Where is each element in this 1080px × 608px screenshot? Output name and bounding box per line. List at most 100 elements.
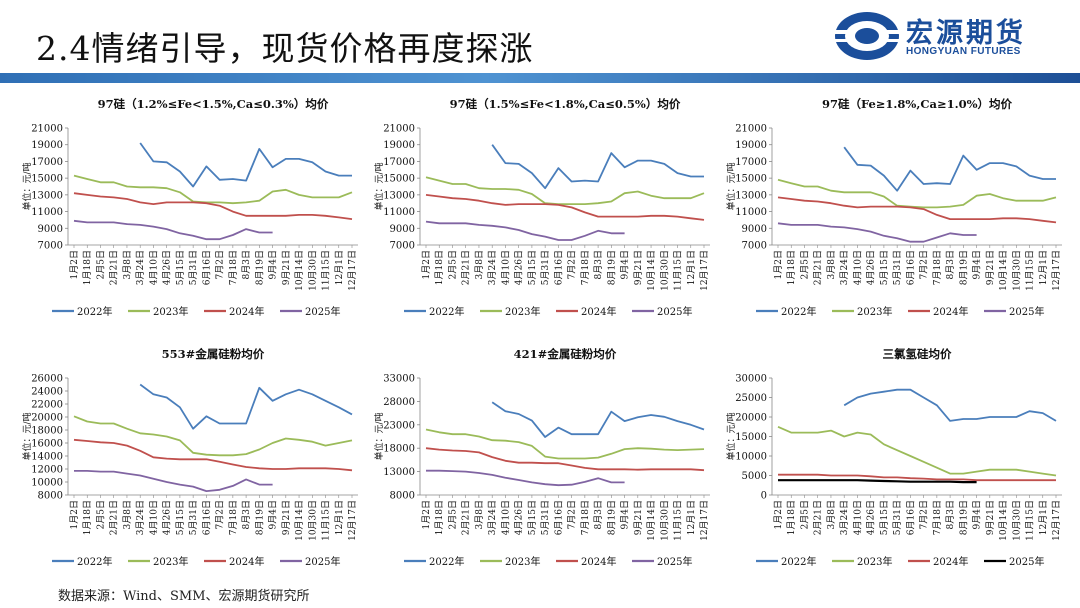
x-tick-label: 2月5日 — [95, 500, 106, 529]
x-tick-label: 7月2日 — [919, 500, 930, 529]
x-tick-label: 3月24日 — [839, 250, 850, 285]
y-tick-label: 21000 — [31, 124, 63, 135]
legend-label: 2025年 — [305, 555, 340, 568]
x-tick-label: 2月5日 — [447, 500, 458, 529]
legend-label: 2022年 — [781, 555, 816, 568]
y-axis-label: 单位：元/吨 — [725, 412, 737, 460]
x-tick-label: 9月21日 — [985, 250, 996, 285]
x-tick-label: 5月31日 — [540, 500, 551, 535]
y-axis-label: 单位：元/吨 — [21, 162, 33, 210]
x-tick-label: 1月2日 — [69, 250, 80, 279]
x-tick-label: 4月26日 — [514, 250, 525, 285]
x-tick-label: 4月26日 — [162, 500, 173, 535]
x-tick-label: 8月3日 — [945, 500, 956, 529]
y-tick-label: 7000 — [38, 241, 63, 252]
x-tick-label: 1月2日 — [773, 250, 784, 279]
x-tick-label: 5月31日 — [892, 500, 903, 535]
chart-97si-c: 97硅（Fe≥1.8%,Ca≥1.0%）均价 单位：元/吨 7000 9000 1100… — [724, 92, 1064, 332]
y-tick-label: 13000 — [31, 190, 63, 201]
y-tick-label: 7000 — [742, 241, 767, 252]
y-tick-label: 30000 — [735, 374, 767, 385]
series-line — [425, 428, 705, 460]
x-tick-label: 3月8日 — [826, 500, 837, 529]
x-tick-label: 9月4日 — [972, 250, 983, 279]
x-tick-label: 12月17日 — [347, 500, 358, 541]
y-tick-label: 14000 — [31, 452, 63, 463]
y-tick-label: 13000 — [383, 190, 415, 201]
x-tick-label: 7月18日 — [580, 500, 591, 535]
y-tick-label: 23000 — [383, 420, 415, 431]
x-tick-label: 7月2日 — [567, 500, 578, 529]
y-tick-label: 10000 — [735, 452, 767, 463]
legend-label: 2024年 — [581, 555, 616, 568]
y-tick-label: 25000 — [735, 393, 767, 404]
y-tick-label: 13000 — [383, 467, 415, 478]
x-tick-label: 10月30日 — [307, 250, 318, 291]
x-tick-label: 2月21日 — [813, 250, 824, 285]
x-tick-label: 1月18日 — [82, 500, 93, 535]
y-tick-label: 7000 — [390, 241, 415, 252]
chart-title: 97硅（1.5%≤Fe<1.8%,Ca≤0.5%）均价 — [450, 97, 681, 111]
y-tick-label: 33000 — [383, 374, 415, 385]
series-line — [139, 383, 353, 430]
x-tick-label: 1月2日 — [421, 500, 432, 529]
x-tick-label: 10月30日 — [1011, 500, 1022, 541]
x-tick-label: 7月18日 — [228, 500, 239, 535]
y-tick-label: 21000 — [735, 124, 767, 135]
y-tick-label: 19000 — [383, 140, 415, 151]
x-tick-label: 2月5日 — [799, 250, 810, 279]
x-tick-label: 9月21日 — [281, 250, 292, 285]
series-line — [73, 438, 353, 472]
x-tick-label: 10月14日 — [294, 250, 305, 291]
x-tick-label: 1月2日 — [69, 500, 80, 529]
x-tick-label: 3月24日 — [487, 500, 498, 535]
y-tick-label: 15000 — [735, 174, 767, 185]
x-tick-label: 5月31日 — [892, 250, 903, 285]
x-tick-label: 6月16日 — [905, 250, 916, 285]
y-tick-label: 16000 — [31, 439, 63, 450]
y-tick-label: 22000 — [31, 400, 63, 411]
x-tick-label: 12月17日 — [1051, 500, 1062, 541]
y-tick-label: 24000 — [31, 387, 63, 398]
y-tick-label: 13000 — [735, 190, 767, 201]
x-tick-label: 11月15日 — [321, 250, 332, 291]
y-tick-label: 10000 — [31, 478, 63, 489]
x-tick-label: 7月2日 — [215, 500, 226, 529]
x-tick-label: 9月4日 — [972, 500, 983, 529]
x-tick-label: 3月24日 — [135, 500, 146, 535]
legend-label: 2024年 — [581, 305, 616, 318]
series-line — [425, 447, 705, 472]
y-tick-label: 11000 — [383, 207, 415, 218]
chart-421-powder: 421#金属硅粉均价 单位：元/吨 8000 13000 18000 23000 28000… — [372, 342, 712, 582]
y-tick-label: 19000 — [31, 140, 63, 151]
x-tick-label: 10月14日 — [646, 500, 657, 541]
series-line — [73, 192, 353, 220]
x-tick-label: 12月1日 — [334, 500, 345, 535]
x-tick-label: 8月19日 — [958, 500, 969, 535]
legend-label: 2025年 — [657, 305, 692, 318]
y-tick-label: 17000 — [735, 157, 767, 168]
x-tick-label: 4月26日 — [514, 500, 525, 535]
y-tick-label: 15000 — [735, 432, 767, 443]
x-tick-label: 5月15日 — [879, 250, 890, 285]
series-line — [425, 220, 625, 241]
y-tick-label: 28000 — [383, 397, 415, 408]
x-tick-label: 6月16日 — [201, 500, 212, 535]
x-tick-label: 4月26日 — [866, 500, 877, 535]
x-tick-label: 7月2日 — [919, 250, 930, 279]
x-tick-label: 5月31日 — [540, 250, 551, 285]
x-tick-label: 6月16日 — [905, 500, 916, 535]
chart-title: 97硅（Fe≥1.8%,Ca≥1.0%）均价 — [822, 97, 1013, 111]
x-tick-label: 9月4日 — [268, 500, 279, 529]
x-tick-label: 11月15日 — [673, 250, 684, 291]
x-tick-label: 7月18日 — [932, 500, 943, 535]
x-tick-label: 8月19日 — [958, 250, 969, 285]
x-tick-label: 9月21日 — [281, 500, 292, 535]
y-tick-label: 15000 — [383, 174, 415, 185]
x-tick-label: 2月21日 — [109, 250, 120, 285]
x-tick-label: 12月1日 — [1038, 500, 1049, 535]
x-tick-label: 11月15日 — [673, 500, 684, 541]
x-tick-label: 9月4日 — [620, 500, 631, 529]
